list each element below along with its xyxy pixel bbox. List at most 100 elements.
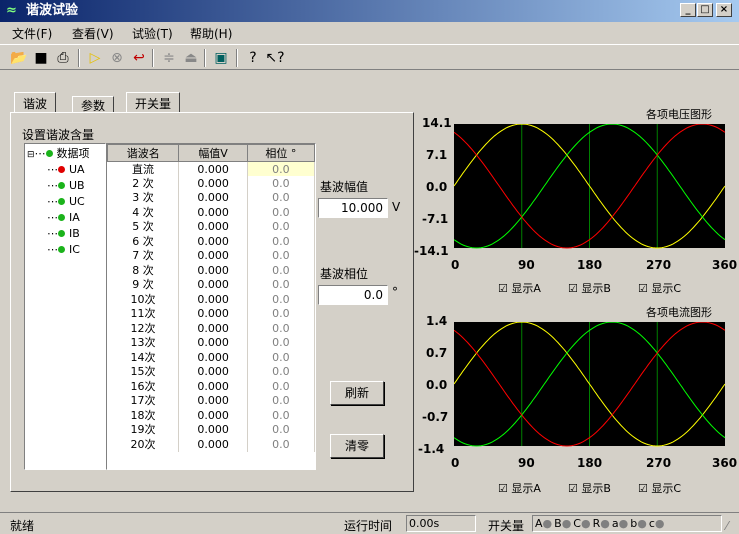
menu-help[interactable]: 帮助(H) bbox=[190, 27, 233, 41]
table-row[interactable]: 10次 0.000 0.0 bbox=[107, 292, 316, 307]
cell-name[interactable]: 6 次 bbox=[107, 234, 180, 249]
table-row[interactable]: 15次 0.000 0.0 bbox=[107, 364, 316, 379]
cell-phase[interactable]: 0.0 bbox=[247, 422, 316, 437]
table-row[interactable]: 19次 0.000 0.0 bbox=[107, 422, 316, 437]
tree-item-uc[interactable]: ⋯ UC bbox=[47, 195, 85, 208]
table-row[interactable]: 17次 0.000 0.0 bbox=[107, 393, 316, 408]
table-row[interactable]: 4 次 0.000 0.0 bbox=[107, 205, 316, 220]
cell-name[interactable]: 3 次 bbox=[107, 190, 180, 205]
cell-phase[interactable]: 0.0 bbox=[247, 335, 316, 350]
cell-name[interactable]: 12次 bbox=[107, 321, 180, 336]
cell-name[interactable]: 18次 bbox=[107, 408, 180, 423]
cell-phase[interactable]: 0.0 bbox=[247, 306, 316, 321]
tab-params[interactable]: 参数 bbox=[72, 96, 115, 113]
return-icon[interactable]: ↩ bbox=[133, 50, 145, 66]
table-row[interactable]: 8 次 0.000 0.0 bbox=[107, 263, 316, 278]
cell-amplitude[interactable]: 0.000 bbox=[178, 176, 248, 191]
maximize-button[interactable]: □ bbox=[697, 3, 713, 17]
table-row[interactable]: 7 次 0.000 0.0 bbox=[107, 248, 316, 263]
column-header-name[interactable]: 谐波名 bbox=[106, 144, 180, 162]
cell-name[interactable]: 20次 bbox=[107, 437, 180, 452]
tree-item-ub[interactable]: ⋯ UB bbox=[47, 179, 85, 192]
cell-name[interactable]: 16次 bbox=[107, 379, 180, 394]
cell-phase[interactable]: 0.0 bbox=[247, 393, 316, 408]
table-row[interactable]: 12次 0.000 0.0 bbox=[107, 321, 316, 336]
cell-phase[interactable]: 0.0 bbox=[247, 205, 316, 220]
table-row[interactable]: 3 次 0.000 0.0 bbox=[107, 190, 316, 205]
resize-grip-icon[interactable]: ⁄ bbox=[726, 519, 729, 533]
table-row[interactable]: 5 次 0.000 0.0 bbox=[107, 219, 316, 234]
cell-phase[interactable]: 0.0 bbox=[247, 364, 316, 379]
cell-amplitude[interactable]: 0.000 bbox=[178, 393, 248, 408]
table-row[interactable]: 18次 0.000 0.0 bbox=[107, 408, 316, 423]
open-icon[interactable]: 📂 bbox=[10, 50, 28, 66]
cell-name[interactable]: 14次 bbox=[107, 350, 180, 365]
cell-amplitude[interactable]: 0.000 bbox=[178, 248, 248, 263]
stop-icon[interactable]: ⊗ bbox=[111, 50, 123, 66]
cell-amplitude[interactable]: 0.000 bbox=[178, 422, 248, 437]
cell-amplitude[interactable]: 0.000 bbox=[178, 379, 248, 394]
cell-phase[interactable]: 0.0 bbox=[247, 219, 316, 234]
clear-button[interactable]: 清零 bbox=[330, 434, 384, 458]
table-row[interactable]: 11次 0.000 0.0 bbox=[107, 306, 316, 321]
cell-phase[interactable]: 0.0 bbox=[247, 437, 316, 452]
cell-amplitude[interactable]: 0.000 bbox=[178, 350, 248, 365]
cell-amplitude[interactable]: 0.000 bbox=[178, 277, 248, 292]
show-b-checkbox[interactable]: ☑ 显示B bbox=[568, 282, 611, 295]
tree-item-ua[interactable]: ⋯ UA bbox=[47, 163, 85, 176]
table-row[interactable]: 20次 0.000 0.0 bbox=[107, 437, 316, 452]
cell-phase[interactable]: 0.0 bbox=[247, 408, 316, 423]
cell-name[interactable]: 13次 bbox=[107, 335, 180, 350]
tree-root[interactable]: ⊟⋯ 数据项 bbox=[27, 147, 90, 160]
base-phase-input[interactable]: 0.0 bbox=[318, 285, 388, 305]
cell-amplitude[interactable]: 0.000 bbox=[178, 408, 248, 423]
cell-amplitude[interactable]: 0.000 bbox=[178, 321, 248, 336]
cell-amplitude[interactable]: 0.000 bbox=[178, 364, 248, 379]
tree-item-ia[interactable]: ⋯ IA bbox=[47, 211, 80, 224]
context-help-icon[interactable]: ↖? bbox=[265, 50, 285, 66]
cell-name[interactable]: 直流 bbox=[107, 161, 180, 176]
minus-icon[interactable]: ≑ bbox=[163, 50, 175, 66]
cell-name[interactable]: 11次 bbox=[107, 306, 180, 321]
menu-file[interactable]: 文件(F) bbox=[12, 27, 53, 41]
menu-test[interactable]: 试验(T) bbox=[132, 27, 173, 41]
base-amplitude-input[interactable]: 10.000 bbox=[318, 198, 388, 218]
cell-name[interactable]: 7 次 bbox=[107, 248, 180, 263]
cell-name[interactable]: 17次 bbox=[107, 393, 180, 408]
cell-phase[interactable]: 0.0 bbox=[247, 176, 316, 191]
cell-phase[interactable]: 0.0 bbox=[247, 234, 316, 249]
table-row[interactable]: 14次 0.000 0.0 bbox=[107, 350, 316, 365]
cell-amplitude[interactable]: 0.000 bbox=[178, 263, 248, 278]
cell-phase[interactable]: 0.0 bbox=[247, 292, 316, 307]
column-header-phase[interactable]: 相位 ° bbox=[246, 144, 316, 162]
cell-name[interactable]: 10次 bbox=[107, 292, 180, 307]
cell-name[interactable]: 2 次 bbox=[107, 176, 180, 191]
save-icon[interactable]: ■ bbox=[34, 50, 48, 66]
tab-switch[interactable]: 开关量 bbox=[126, 92, 181, 113]
show-a-checkbox[interactable]: ☑ 显示A bbox=[498, 282, 541, 295]
tree-item-ic[interactable]: ⋯ IC bbox=[47, 243, 80, 256]
refresh-button[interactable]: 刷新 bbox=[330, 381, 384, 405]
cell-phase[interactable]: 0.0 bbox=[247, 379, 316, 394]
cell-phase[interactable]: 0.0 bbox=[247, 263, 316, 278]
show-a-checkbox[interactable]: ☑ 显示A bbox=[498, 482, 541, 495]
cell-phase[interactable]: 0.0 bbox=[247, 350, 316, 365]
cell-amplitude[interactable]: 0.000 bbox=[178, 437, 248, 452]
cell-phase[interactable]: 0.0 bbox=[247, 161, 316, 176]
tree-item-ib[interactable]: ⋯ IB bbox=[47, 227, 80, 240]
table-row[interactable]: 9 次 0.000 0.0 bbox=[107, 277, 316, 292]
cell-name[interactable]: 15次 bbox=[107, 364, 180, 379]
show-c-checkbox[interactable]: ☑ 显示C bbox=[638, 482, 682, 495]
cell-phase[interactable]: 0.0 bbox=[247, 277, 316, 292]
cell-amplitude[interactable]: 0.000 bbox=[178, 190, 248, 205]
cell-name[interactable]: 4 次 bbox=[107, 205, 180, 220]
menu-view[interactable]: 查看(V) bbox=[72, 27, 114, 41]
cell-phase[interactable]: 0.0 bbox=[247, 321, 316, 336]
show-c-checkbox[interactable]: ☑ 显示C bbox=[638, 282, 682, 295]
cell-amplitude[interactable]: 0.000 bbox=[178, 234, 248, 249]
print-icon[interactable]: ⎙ bbox=[57, 50, 69, 66]
cell-amplitude[interactable]: 0.000 bbox=[178, 205, 248, 220]
table-row[interactable]: 13次 0.000 0.0 bbox=[107, 335, 316, 350]
table-row[interactable]: 6 次 0.000 0.0 bbox=[107, 234, 316, 249]
screen-icon[interactable]: ▣ bbox=[214, 50, 228, 66]
